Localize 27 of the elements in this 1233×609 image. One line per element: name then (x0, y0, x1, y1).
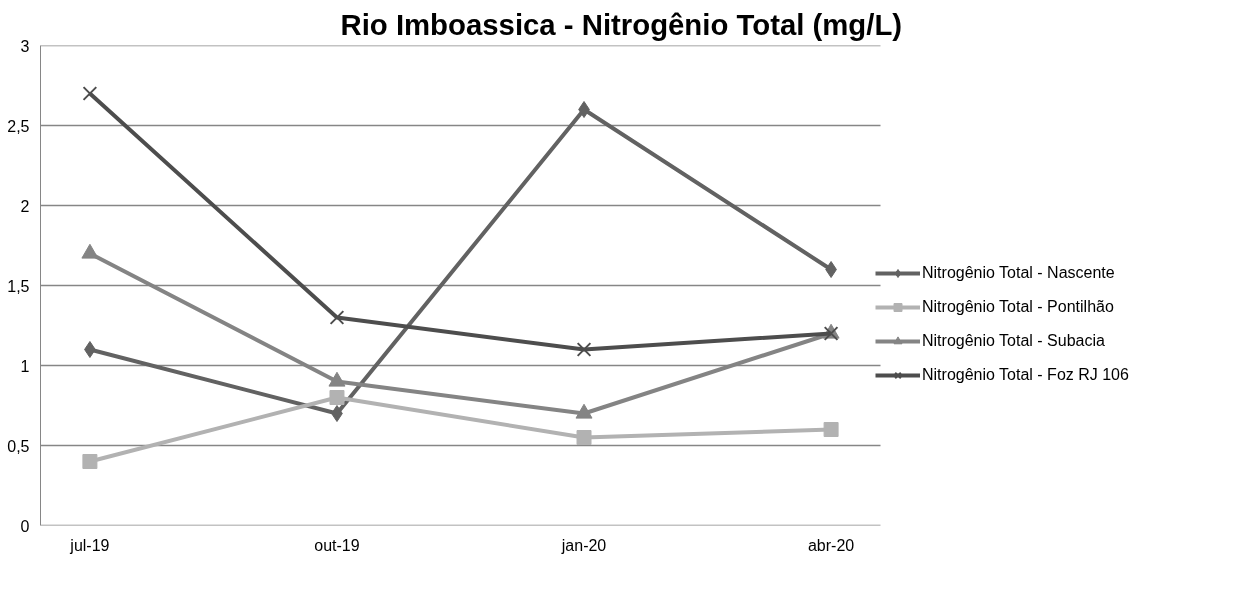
point (576, 342, 592, 357)
legend-label: Nitrogênio Total - Nascente (922, 264, 1115, 282)
y-tick-label: 2,5 (7, 117, 30, 135)
y-tick-label: 0 (20, 517, 30, 535)
point (578, 101, 590, 118)
y-tick-label: 0,5 (7, 437, 30, 455)
y-tick-label: 1,5 (7, 277, 30, 295)
legend-label: Nitrogênio Total - Pontilhão (922, 298, 1114, 316)
x-tick-label: jan-20 (560, 536, 607, 554)
legend-label: Nitrogênio Total - Subacia (922, 332, 1105, 350)
x-tick-label: abr-20 (807, 536, 855, 554)
chart-title: Rio Imboassica - Nitrogênio Total (mg/L) (340, 7, 903, 41)
point (82, 454, 98, 469)
point (825, 261, 837, 278)
point (329, 310, 345, 325)
point (84, 341, 96, 358)
x-tick-label: jul-19 (69, 536, 110, 554)
y-tick-label: 2 (20, 197, 30, 215)
y-tick-label: 3 (20, 37, 30, 55)
point (576, 430, 592, 445)
point (82, 86, 98, 101)
point (331, 405, 343, 422)
point (823, 422, 839, 437)
point (329, 390, 345, 405)
y-tick-label: 1 (20, 357, 30, 375)
x-tick-label: out-19 (314, 536, 360, 554)
legend-label: Nitrogênio Total - Foz RJ 106 (922, 366, 1129, 384)
